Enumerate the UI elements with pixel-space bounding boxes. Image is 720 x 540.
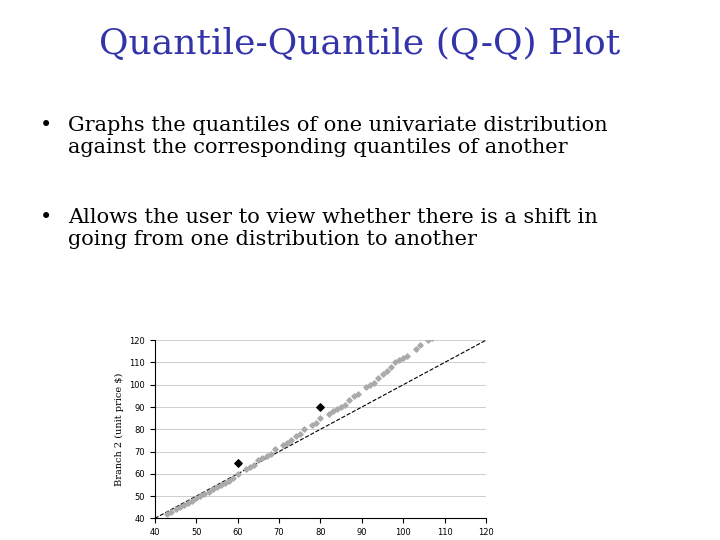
Point [186, 496, 198, 505]
Point [381, 367, 392, 376]
Point [190, 494, 202, 503]
Point [323, 409, 334, 418]
Point [232, 469, 243, 478]
Point [414, 340, 426, 349]
Point [397, 354, 409, 362]
Point [269, 445, 281, 454]
Point [385, 362, 397, 371]
Point [166, 508, 177, 516]
Point [161, 510, 173, 518]
Point [336, 403, 347, 411]
Point [228, 474, 239, 483]
Point [282, 438, 293, 447]
Point [431, 332, 442, 340]
Point [410, 345, 421, 353]
Point [360, 383, 372, 391]
Point [203, 487, 215, 496]
Point [459, 312, 471, 320]
Text: Graphs the quantiles of one univariate distribution
against the corresponding qu: Graphs the quantiles of one univariate d… [68, 116, 608, 157]
Point [340, 401, 351, 409]
Point [265, 449, 276, 458]
Point [447, 318, 459, 327]
Point [298, 425, 310, 434]
Point [402, 352, 413, 360]
Point [261, 451, 272, 460]
Point [422, 336, 433, 345]
Point [207, 485, 219, 494]
Point [327, 407, 338, 416]
Point [464, 309, 475, 318]
Point [315, 403, 326, 411]
Point [352, 389, 364, 398]
Point [315, 414, 326, 422]
Point [240, 465, 252, 474]
Point [451, 316, 463, 325]
Point [439, 325, 451, 333]
Point [289, 431, 302, 440]
Point [182, 498, 194, 507]
Point [277, 441, 289, 449]
Point [211, 483, 222, 491]
Point [369, 378, 380, 387]
Point [194, 492, 206, 501]
Point [343, 396, 355, 404]
Y-axis label: Branch 2 (unit price $): Branch 2 (unit price $) [114, 373, 124, 486]
Point [393, 356, 405, 364]
Point [331, 405, 343, 414]
Point [468, 307, 480, 315]
Point [248, 461, 260, 469]
Point [294, 429, 305, 438]
Point [232, 458, 243, 467]
Point [310, 418, 322, 427]
Point [220, 478, 231, 487]
Point [244, 463, 256, 471]
Point [199, 490, 210, 498]
Point [364, 380, 376, 389]
Text: •: • [40, 116, 52, 135]
Point [178, 501, 189, 509]
Point [256, 454, 268, 463]
Point [286, 436, 297, 445]
Text: •: • [40, 208, 52, 227]
Point [435, 327, 446, 335]
Point [215, 481, 227, 489]
Text: Allows the user to view whether there is a shift in
going from one distribution : Allows the user to view whether there is… [68, 208, 598, 249]
Point [373, 374, 384, 382]
Point [377, 369, 388, 378]
Point [307, 421, 318, 429]
Point [348, 392, 359, 400]
Text: Quantile-Quantile (Q-Q) Plot: Quantile-Quantile (Q-Q) Plot [99, 27, 621, 61]
Point [224, 476, 235, 485]
Point [456, 314, 467, 322]
Point [174, 503, 186, 511]
Point [426, 334, 438, 342]
Point [389, 358, 400, 367]
Point [170, 505, 181, 514]
Point [253, 456, 264, 465]
